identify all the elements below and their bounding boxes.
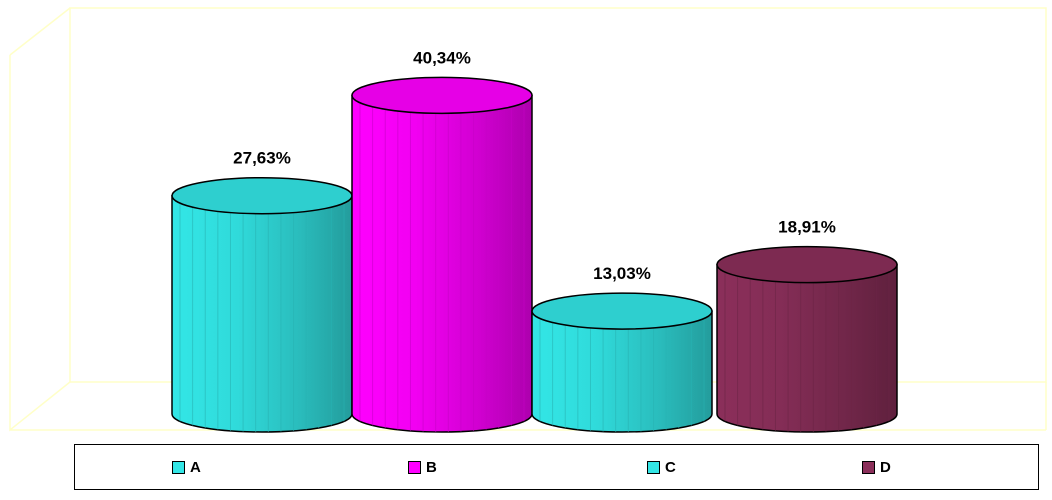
cylinder-chart: 27,63% 40,34% 13,03% 18,91% <box>9 7 1047 433</box>
legend: A B C D <box>74 444 1039 490</box>
bar-top-d <box>716 245 898 284</box>
chart-frame <box>9 7 1047 432</box>
bar-top-c <box>531 292 713 330</box>
legend-label-d: D <box>880 458 891 476</box>
bar-b <box>351 76 533 433</box>
legend-swatch-c-icon <box>647 460 660 474</box>
legend-item-d: D <box>862 458 891 476</box>
bar-body-a <box>171 194 353 433</box>
bar-c <box>531 292 713 433</box>
labels-layer: 27,63% 40,34% 13,03% 18,91% <box>233 48 836 283</box>
bar-d <box>716 245 898 433</box>
legend-label-a: A <box>190 458 201 476</box>
data-label-a: 27,63% <box>233 149 291 168</box>
legend-swatch-d-icon <box>862 460 875 474</box>
bar-top-b <box>351 76 533 115</box>
legend-item-b: B <box>408 458 437 476</box>
data-label-d: 18,91% <box>778 218 836 237</box>
bar-a <box>171 176 353 433</box>
legend-label-c: C <box>665 458 676 476</box>
side-wall-floor <box>9 7 1047 432</box>
data-label-b: 40,34% <box>413 48 471 67</box>
bar-top-a <box>171 176 353 215</box>
bar-body-d <box>716 263 898 433</box>
legend-label-b: B <box>426 458 437 476</box>
bars-layer <box>171 76 898 433</box>
legend-swatch-b-icon <box>408 460 421 474</box>
bar-body-b <box>351 94 533 433</box>
data-label-c: 13,03% <box>593 264 651 283</box>
legend-item-c: C <box>647 458 676 476</box>
legend-swatch-a-icon <box>172 460 185 474</box>
legend-item-a: A <box>172 458 201 476</box>
